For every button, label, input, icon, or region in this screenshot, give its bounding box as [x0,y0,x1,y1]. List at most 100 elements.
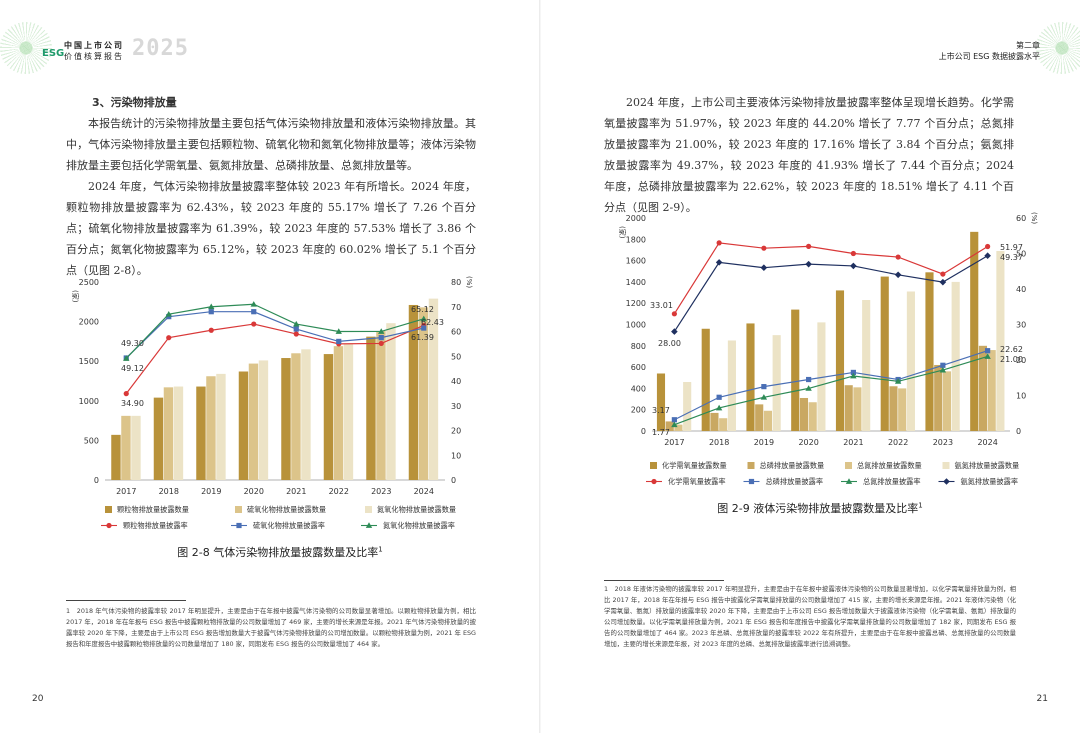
line-point [939,278,947,286]
legend-marker [748,478,755,485]
bar [755,404,764,431]
bar [656,373,666,431]
line-point [716,394,722,400]
y-right-tick-label: 50 [1016,250,1026,259]
legend-label: 总氮排放量披露数量 [857,461,922,470]
bar [216,373,226,480]
legend-swatch [365,506,372,513]
caption-text: 图 2-8 气体污染物排放量披露数量及比率 [177,546,379,559]
line-point [293,331,299,337]
y-right-tick-label: 60 [451,328,461,337]
left-body: 3、污染物排放量 本报告统计的污染物排放量主要包括气体污染物排放量和液体污染物排… [66,92,476,281]
bar [366,336,376,480]
bar [343,343,354,480]
bar [281,358,291,480]
line-point [806,243,812,249]
line-point [208,309,214,315]
legend-swatch [942,462,950,469]
x-tick-label: 2020 [798,438,818,447]
x-tick-label: 2019 [754,438,774,447]
y-left-axis-label: (家) [618,226,627,239]
bar [111,434,121,480]
page-number: 21 [1036,694,1048,704]
bar [291,353,301,480]
data-label: 62.43 [421,318,444,327]
legend-marker [845,478,853,484]
bar [862,300,871,431]
footnote: 1 2018 年液体污染物的披露率较 2017 年明显提升，主要是由于在年报中披… [604,585,1016,648]
legend-marker [236,522,242,529]
data-label: 49.12 [121,364,144,373]
line-point [850,372,857,379]
y-left-tick-label: 400 [631,384,646,393]
figure-caption: 图 2-9 液体污染物排放量披露数量及比率1 [650,500,990,516]
legend-swatch [650,462,657,469]
line-point [336,338,342,344]
data-label: 49.37 [1000,253,1023,262]
bar [727,340,736,431]
bar [701,328,710,431]
bar [173,386,184,480]
line-point [378,340,384,347]
series-line [674,350,988,421]
paragraph: 2024 年度，上市公司主要液体污染物排放量披露率整体呈现增长趋势。化学需氧量披… [604,96,1014,214]
line-point [421,325,427,331]
line-point [123,391,129,397]
bar [934,364,943,431]
paragraph: 2024 年度，气体污染物排放量披露率整体较 2023 年有所增长。2024 年… [66,180,476,277]
line-point [208,303,215,310]
bar [428,298,439,480]
line-point [761,245,767,251]
line-point [335,328,342,334]
paragraph: 本报告统计的污染物排放量主要包括气体污染物排放量和液体污染物排放量。其中，气体污… [66,117,476,172]
line-point [671,328,678,335]
legend-marker [651,478,657,485]
line-point [293,320,300,327]
line-point [940,271,946,277]
y-left-tick-label: 1600 [626,257,646,266]
legend-marker [106,522,112,529]
y-right-tick-label: 0 [1016,427,1021,436]
line-point [985,348,991,354]
bar [418,307,429,480]
series-line [125,303,424,359]
line-point [671,311,677,317]
bar [925,272,934,431]
x-tick-label: 2024 [977,438,997,447]
legend-marker [365,522,373,528]
bar [889,386,898,431]
x-tick-label: 2022 [329,487,349,496]
footnote-rule [66,600,186,601]
legend-swatch [105,506,112,513]
page-divider [539,0,541,733]
x-tick-label: 2017 [116,487,136,496]
y-left-tick-label: 2000 [79,318,99,327]
page-number: 20 [32,694,44,704]
x-tick-label: 2023 [933,438,953,447]
line-point [850,262,857,270]
series-line [673,255,988,332]
bar [906,291,915,431]
y-right-axis-label: (%) [1030,212,1038,224]
bar [206,376,216,480]
bar [710,412,719,431]
legend-label: 氨氮排放量披露率 [961,477,1019,486]
bar [665,421,674,431]
gas-pollutant-chart: 0 500 1000 1500 2000 2500 0 10 20 30 40 50 60 70 80 (家)… [71,276,473,530]
bar [153,397,164,480]
bar [996,251,1005,431]
left-page: 中国上市公司 价值核算报告 ESG 2025 3、污染物排放量 本报告统计的污染… [0,22,476,704]
legend-label: 氨氮排放量披露数量 [955,461,1020,470]
figure-caption: 图 2-8 气体污染物排放量披露数量及比率1 [90,544,470,560]
legend-label: 总磷排放量披露数量 [760,461,825,470]
x-tick-label: 2023 [371,487,391,496]
y-left-tick-label: 0 [94,476,99,485]
esg-mark: ESG [42,48,65,59]
series-line [125,311,424,359]
data-label: 28.00 [658,339,681,348]
line-point [123,355,130,361]
line-point [671,421,678,428]
legend-label: 总氮排放量披露率 [863,477,921,486]
caption-text: 图 2-9 液体污染物排放量披露数量及比率 [717,502,919,515]
footnote: 1 2018 年气体污染物的披露率较 2017 年明显提升，主要是由于在年报中披… [66,607,476,648]
